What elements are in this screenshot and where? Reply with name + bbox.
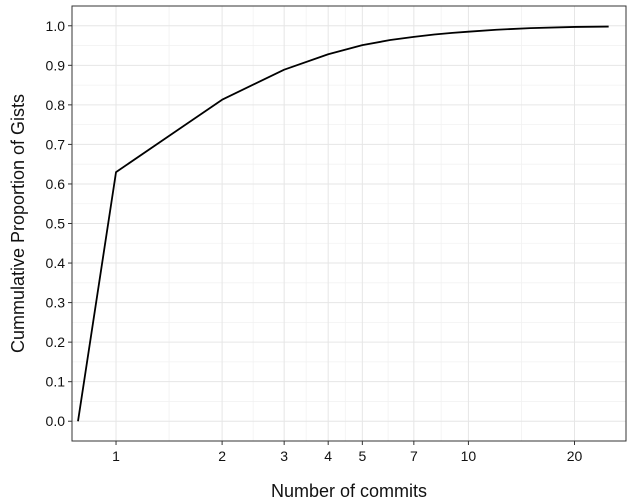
y-tick-label: 0.1 — [46, 374, 66, 390]
x-tick-label: 7 — [410, 448, 418, 464]
x-tick-label: 4 — [324, 448, 332, 464]
x-tick-label: 5 — [358, 448, 366, 464]
grid-layer — [72, 6, 626, 441]
cdf-series-line — [77, 25, 609, 422]
tick-layer: 0.0 0.1 0.2 0.3 0.4 0.5 0.6 0.7 0.8 0.9 1.0 1 2 3 4 5 7 1… — [46, 18, 583, 464]
series-layer — [77, 25, 609, 422]
y-tick-label: 0.8 — [46, 97, 66, 113]
x-tick-label: 2 — [218, 448, 226, 464]
y-tick-label: 0.3 — [46, 295, 66, 311]
x-tick-label: 1 — [112, 448, 120, 464]
x-tick-label: 10 — [461, 448, 477, 464]
y-tick-label: 0.2 — [46, 334, 66, 350]
y-tick-label: 0.9 — [46, 57, 66, 73]
y-tick-label: 0.7 — [46, 136, 66, 152]
y-tick-label: 0.6 — [46, 176, 66, 192]
y-tick-label: 0.0 — [46, 413, 66, 429]
x-tick-label: 20 — [567, 448, 583, 464]
y-tick-label: 0.5 — [46, 216, 66, 232]
x-axis-title: Number of commits — [271, 481, 427, 501]
x-tick-label: 3 — [280, 448, 288, 464]
y-tick-label: 0.4 — [46, 255, 66, 271]
y-tick-label: 1.0 — [46, 18, 66, 34]
y-axis-title: Cummulative Proportion of Gists — [8, 94, 28, 353]
